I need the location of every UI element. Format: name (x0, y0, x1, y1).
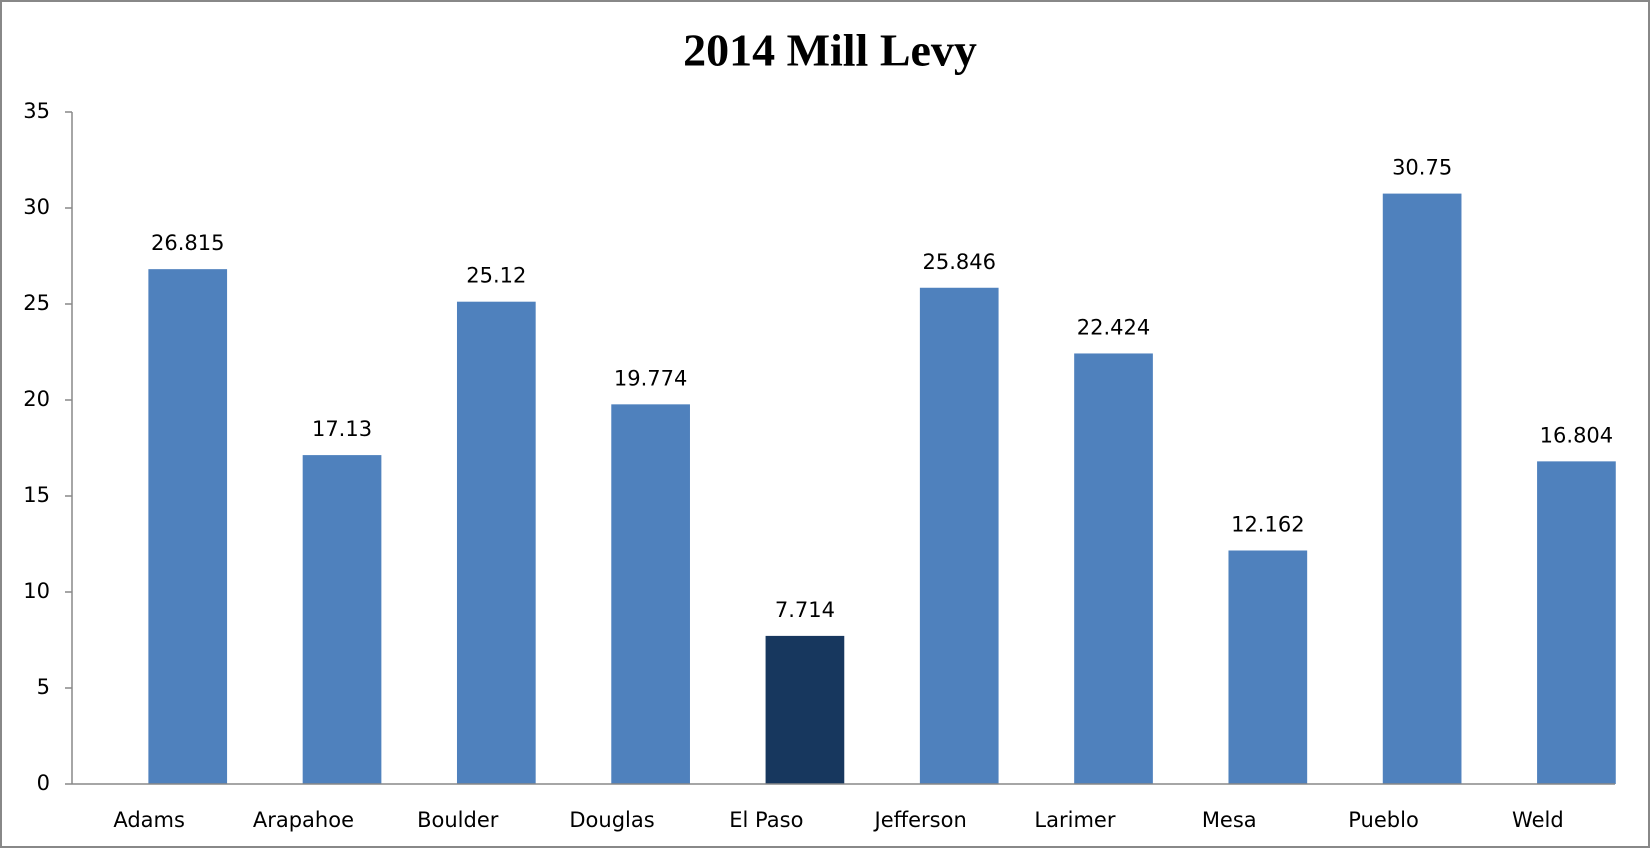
bar (765, 635, 845, 784)
bar (148, 269, 228, 785)
y-tick-label: 10 (23, 579, 50, 603)
bar (611, 404, 690, 784)
chart-title: 2014 Mill Levy (683, 25, 977, 76)
data-label: 12.162 (1231, 512, 1304, 536)
y-tick-label: 5 (37, 675, 50, 699)
data-label: 22.424 (1077, 315, 1150, 339)
data-label: 17.13 (312, 417, 372, 441)
y-tick-label: 35 (23, 99, 50, 123)
bar (919, 287, 999, 784)
y-tick-label: 20 (23, 387, 50, 411)
data-label: 25.846 (922, 250, 995, 274)
x-tick-label: Boulder (417, 808, 499, 832)
data-label: 19.774 (614, 366, 687, 390)
x-tick-label: Mesa (1202, 808, 1257, 832)
y-tick-label: 30 (23, 195, 50, 219)
bar (1537, 461, 1616, 784)
y-tick-label: 25 (23, 291, 50, 315)
bar (456, 301, 536, 784)
x-tick-label: Douglas (569, 808, 654, 832)
y-tick-label: 0 (37, 771, 50, 795)
data-label: 25.12 (466, 264, 526, 288)
data-label: 16.804 (1540, 423, 1613, 447)
bar (1074, 353, 1153, 784)
bar (1382, 193, 1462, 785)
bar (302, 455, 382, 784)
data-label: 30.75 (1392, 156, 1452, 180)
x-tick-label: Larimer (1034, 808, 1115, 832)
x-tick-label: Adams (113, 808, 185, 832)
x-tick-label: Pueblo (1348, 808, 1419, 832)
x-tick-label: Weld (1512, 808, 1564, 832)
y-tick-label: 15 (23, 483, 50, 507)
data-label: 7.714 (775, 598, 835, 622)
data-label: 26.815 (151, 231, 224, 255)
x-tick-label: El Paso (729, 808, 803, 832)
x-tick-label: Arapahoe (253, 808, 354, 832)
bar (1228, 550, 1308, 784)
x-tick-label: Jefferson (873, 808, 967, 832)
